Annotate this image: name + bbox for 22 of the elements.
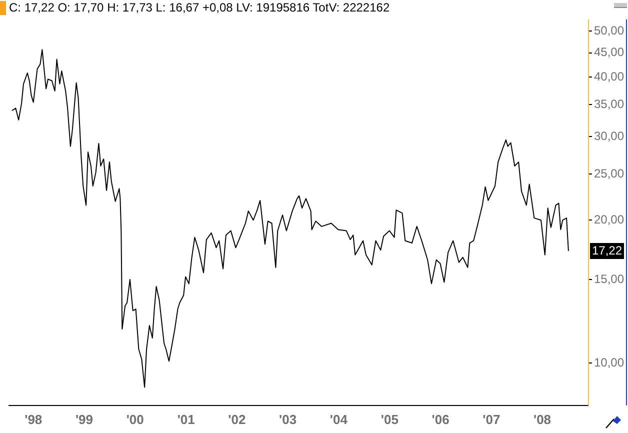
x-tick-label: '06 <box>432 412 450 427</box>
y-tick-label: 40,00 <box>594 69 624 84</box>
x-tick-label: '08 <box>533 412 552 427</box>
y-tick-label: 30,00 <box>594 128 624 143</box>
x-tick-label: '05 <box>380 412 398 427</box>
x-tick-label: '07 <box>482 412 500 427</box>
x-tick-label: '03 <box>279 412 297 427</box>
x-tick-label: '02 <box>228 412 246 427</box>
x-tick-label: '04 <box>330 412 348 427</box>
x-tick-label: '99 <box>75 412 94 427</box>
x-tick-label: '01 <box>177 412 195 427</box>
y-tick-label: 35,00 <box>594 96 624 111</box>
y-tick-label: 50,00 <box>594 23 624 38</box>
annotation: 17,22 <box>592 243 622 258</box>
x-tick-label: '98 <box>24 412 42 427</box>
y-tick-label: 20,00 <box>594 212 624 226</box>
y-tick-label: 10,00 <box>594 355 624 370</box>
y-tick-label: 45,00 <box>594 45 624 60</box>
y-tick-label: 25,00 <box>594 166 624 180</box>
x-tick-label: '00 <box>126 412 144 427</box>
chart-title: C: 17,22 O: 17,70 H: 17,73 L: 16,67 +0,08 LV: 19195816 TotV: 2222162 <box>9 0 390 15</box>
y-tick-label: 15,00 <box>594 272 624 286</box>
